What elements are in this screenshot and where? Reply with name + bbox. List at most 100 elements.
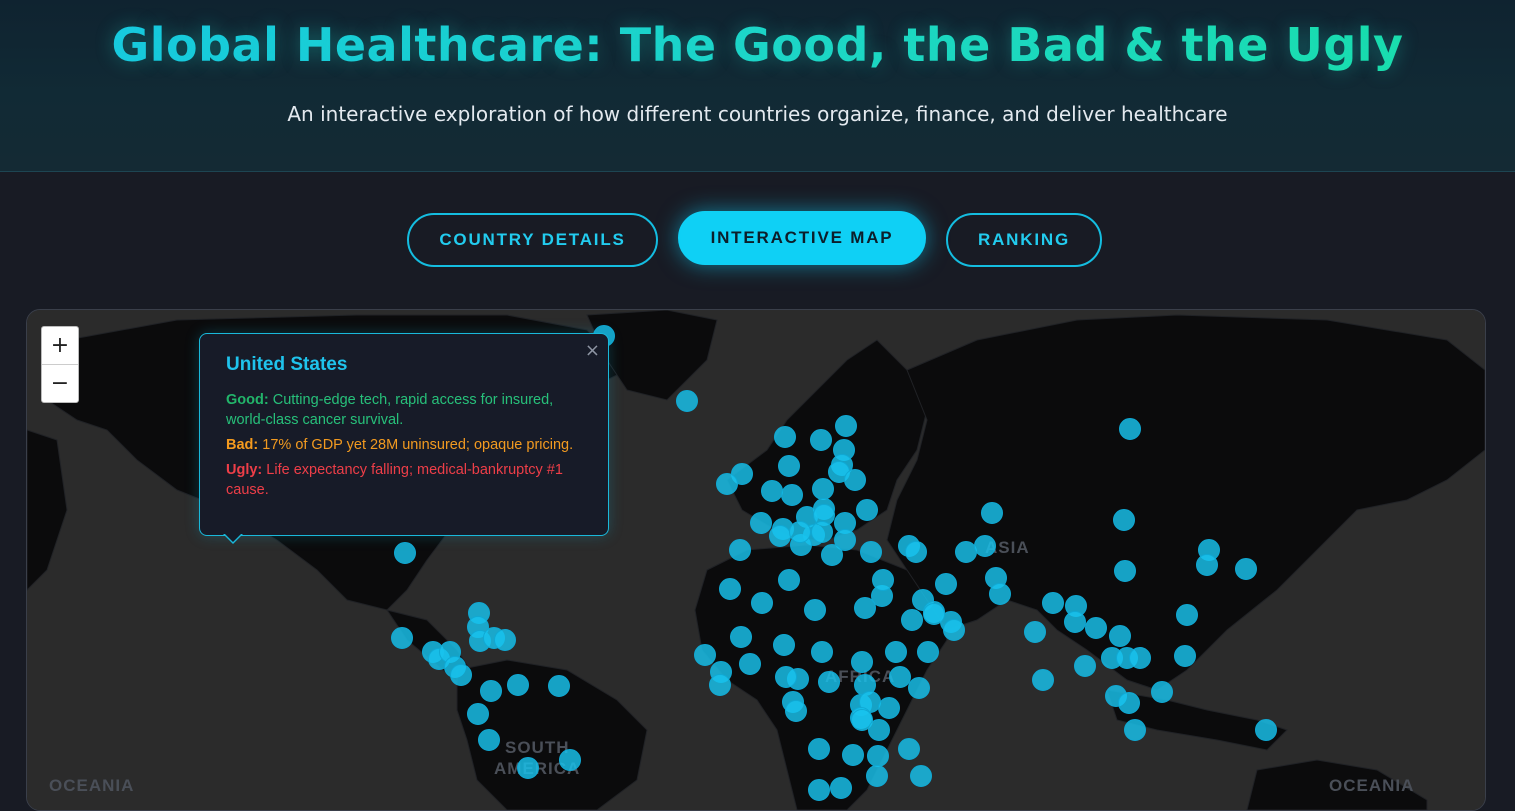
country-marker[interactable] — [789, 521, 811, 543]
country-marker[interactable] — [1113, 509, 1135, 531]
country-marker[interactable] — [1074, 655, 1096, 677]
country-marker[interactable] — [860, 541, 882, 563]
country-marker[interactable] — [394, 542, 416, 564]
country-marker[interactable] — [769, 525, 791, 547]
country-marker[interactable] — [910, 765, 932, 787]
country-marker[interactable] — [778, 569, 800, 591]
country-marker[interactable] — [989, 583, 1011, 605]
zoom-out-button[interactable]: − — [42, 364, 78, 402]
ugly-text: Life expectancy falling; medical-bankrup… — [226, 462, 563, 498]
country-marker[interactable] — [730, 626, 752, 648]
popup-country-name: United States — [226, 354, 348, 375]
country-marker[interactable] — [1118, 692, 1140, 714]
country-marker[interactable] — [908, 677, 930, 699]
country-marker[interactable] — [811, 641, 833, 663]
country-marker[interactable] — [868, 719, 890, 741]
country-marker[interactable] — [739, 653, 761, 675]
country-marker[interactable] — [830, 777, 852, 799]
country-marker[interactable] — [548, 675, 570, 697]
country-marker[interactable] — [750, 512, 772, 534]
country-marker[interactable] — [885, 641, 907, 663]
country-marker[interactable] — [808, 779, 830, 801]
country-marker[interactable] — [917, 641, 939, 663]
country-marker[interactable] — [804, 599, 826, 621]
country-marker[interactable] — [751, 592, 773, 614]
country-marker[interactable] — [955, 541, 977, 563]
country-marker[interactable] — [935, 573, 957, 595]
country-marker[interactable] — [844, 469, 866, 491]
country-marker[interactable] — [778, 455, 800, 477]
country-marker[interactable] — [943, 619, 965, 641]
country-marker[interactable] — [851, 651, 873, 673]
country-marker[interactable] — [889, 666, 911, 688]
country-marker[interactable] — [818, 671, 840, 693]
tab-ranking[interactable]: RANKING — [946, 213, 1102, 267]
country-marker[interactable] — [719, 578, 741, 600]
country-marker[interactable] — [761, 480, 783, 502]
country-marker[interactable] — [867, 745, 889, 767]
country-marker[interactable] — [835, 415, 857, 437]
country-marker[interactable] — [781, 484, 803, 506]
country-marker[interactable] — [901, 609, 923, 631]
country-marker[interactable] — [811, 521, 833, 543]
country-marker[interactable] — [775, 666, 797, 688]
country-marker[interactable] — [1042, 592, 1064, 614]
country-marker[interactable] — [517, 757, 539, 779]
country-marker[interactable] — [981, 502, 1003, 524]
country-marker[interactable] — [1085, 617, 1107, 639]
country-marker[interactable] — [729, 539, 751, 561]
country-marker[interactable] — [1114, 560, 1136, 582]
country-marker[interactable] — [808, 738, 830, 760]
country-marker[interactable] — [842, 744, 864, 766]
country-marker[interactable] — [391, 627, 413, 649]
country-marker[interactable] — [1064, 611, 1086, 633]
country-marker[interactable] — [821, 544, 843, 566]
good-label: Good: — [226, 392, 269, 408]
country-marker[interactable] — [856, 499, 878, 521]
country-marker[interactable] — [1124, 719, 1146, 741]
country-marker[interactable] — [1255, 719, 1277, 741]
country-marker[interactable] — [1235, 558, 1257, 580]
country-marker[interactable] — [773, 634, 795, 656]
zoom-in-button[interactable]: + — [50, 333, 70, 358]
country-marker[interactable] — [1176, 604, 1198, 626]
country-marker[interactable] — [878, 697, 900, 719]
tab-country-details[interactable]: COUNTRY DETAILS — [407, 213, 658, 267]
country-marker[interactable] — [709, 674, 731, 696]
country-marker[interactable] — [450, 664, 472, 686]
country-marker[interactable] — [923, 603, 945, 625]
country-marker[interactable] — [898, 738, 920, 760]
country-marker[interactable] — [1129, 647, 1151, 669]
country-marker[interactable] — [1032, 669, 1054, 691]
country-marker[interactable] — [785, 700, 807, 722]
country-marker[interactable] — [810, 429, 832, 451]
world-map[interactable]: ASIA SOUTH AMERICA AFRICA OCEANIA OCEANI… — [26, 309, 1486, 811]
country-marker[interactable] — [812, 478, 834, 500]
country-marker[interactable] — [1196, 554, 1218, 576]
country-marker[interactable] — [774, 426, 796, 448]
page-header: Global Healthcare: The Good, the Bad & t… — [0, 0, 1515, 172]
country-marker[interactable] — [834, 529, 856, 551]
country-marker[interactable] — [866, 765, 888, 787]
country-marker[interactable] — [494, 629, 516, 651]
country-marker[interactable] — [507, 674, 529, 696]
close-icon[interactable]: × — [584, 340, 600, 361]
country-marker[interactable] — [559, 749, 581, 771]
country-marker[interactable] — [676, 390, 698, 412]
country-marker[interactable] — [974, 535, 996, 557]
country-marker[interactable] — [694, 644, 716, 666]
country-marker[interactable] — [478, 729, 500, 751]
country-marker[interactable] — [480, 680, 502, 702]
country-marker[interactable] — [1119, 418, 1141, 440]
country-marker[interactable] — [1109, 625, 1131, 647]
country-marker[interactable] — [1174, 645, 1196, 667]
country-marker[interactable] — [905, 541, 927, 563]
country-marker[interactable] — [1024, 621, 1046, 643]
country-marker[interactable] — [1151, 681, 1173, 703]
country-marker[interactable] — [467, 703, 489, 725]
country-marker[interactable] — [854, 597, 876, 619]
country-marker[interactable] — [872, 569, 894, 591]
country-marker[interactable] — [851, 709, 873, 731]
tab-interactive-map[interactable]: INTERACTIVE MAP — [678, 211, 926, 265]
country-marker[interactable] — [716, 473, 738, 495]
